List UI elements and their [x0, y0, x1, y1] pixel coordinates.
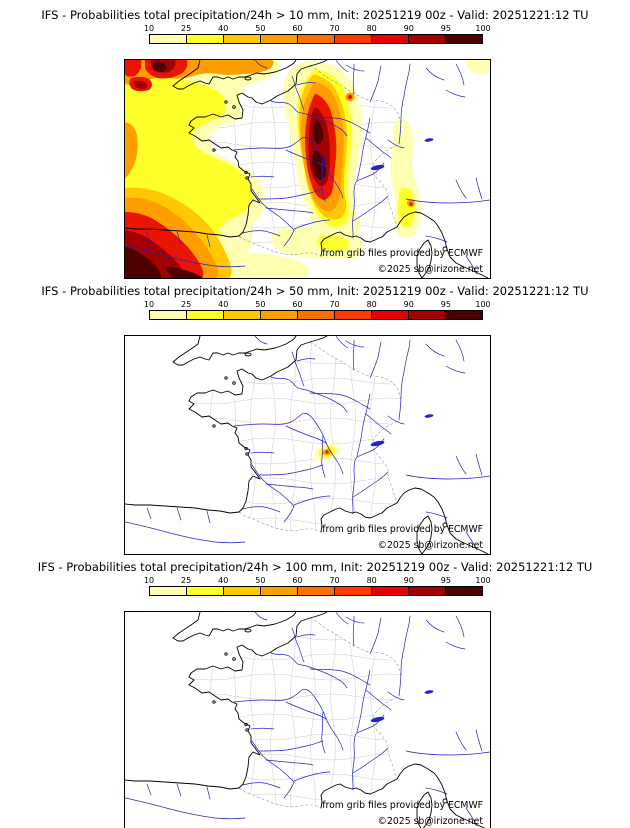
colorbar-tick-label: 70 [329, 300, 340, 309]
attribution-copyright: ©2025 sb@irizone.net [378, 264, 484, 275]
colorbar-tick-label: 40 [218, 576, 229, 585]
colorbar-scale [149, 34, 483, 44]
colorbar-segment [372, 311, 409, 319]
colorbar-segment [446, 311, 482, 319]
colorbar-tick-label: 25 [181, 576, 192, 585]
colorbar-segment [187, 311, 224, 319]
colorbar-segment [150, 35, 187, 43]
colorbar-tick-label: 70 [329, 576, 340, 585]
colorbar-tick-label: 90 [403, 24, 414, 33]
colorbar-segment [335, 311, 372, 319]
colorbar-segment [409, 35, 446, 43]
colorbar-segment [298, 311, 335, 319]
colorbar-tick-label: 95 [440, 576, 451, 585]
map-canvas-100mm: from grib files provided by ECMWF ©2025 … [125, 612, 490, 828]
map-title: IFS - Probabilities total precipitation/… [41, 8, 589, 22]
colorbar-segment [409, 311, 446, 319]
map-frame: from grib files provided by ECMWF ©2025 … [124, 611, 491, 828]
colorbar-tick-label: 90 [403, 300, 414, 309]
colorbar-tick-label: 95 [440, 300, 451, 309]
colorbar: 10 25 40 50 60 70 80 90 95 100 [144, 24, 491, 44]
colorbar-segment [335, 35, 372, 43]
colorbar: 10 25 40 50 60 70 80 90 95 100 [144, 576, 491, 596]
colorbar-tick-label: 50 [255, 576, 266, 585]
colorbar-tick-label: 100 [475, 576, 491, 585]
colorbar-tick-label: 40 [218, 24, 229, 33]
colorbar-tick-label: 95 [440, 24, 451, 33]
colorbar-tick-label: 60 [292, 576, 303, 585]
colorbar-tick-label: 10 [143, 576, 155, 585]
colorbar-segment [150, 587, 187, 595]
colorbar-segment [372, 587, 409, 595]
colorbar-tick-label: 80 [366, 24, 377, 33]
colorbar-segment [150, 311, 187, 319]
colorbar-segment [224, 587, 261, 595]
colorbar: 10 25 40 50 60 70 80 90 95 100 [144, 300, 491, 320]
map-frame: from grib files provided by ECMWF ©2025 … [124, 59, 491, 279]
colorbar-tick-label: 10 [143, 24, 155, 33]
colorbar-tick-label: 60 [292, 300, 303, 309]
colorbar-tick-label: 90 [403, 576, 414, 585]
colorbar-segment [335, 587, 372, 595]
attribution-ecmwf: from grib files provided by ECMWF [322, 524, 483, 535]
colorbar-segment [372, 35, 409, 43]
attribution-copyright: ©2025 sb@irizone.net [378, 540, 484, 551]
colorbar-labels: 10 25 40 50 60 70 80 90 95 100 [144, 24, 491, 34]
colorbar-segment [298, 35, 335, 43]
colorbar-segment [409, 587, 446, 595]
colorbar-segment [187, 35, 224, 43]
attribution-ecmwf: from grib files provided by ECMWF [322, 800, 483, 811]
colorbar-segment [261, 35, 298, 43]
panel-gt-50mm: IFS - Probabilities total precipitation/… [0, 276, 630, 555]
map-title: IFS - Probabilities total precipitation/… [37, 560, 593, 574]
colorbar-tick-label: 25 [181, 24, 192, 33]
colorbar-tick-label: 40 [218, 300, 229, 309]
colorbar-tick-label: 100 [475, 300, 491, 309]
colorbar-segment [187, 587, 224, 595]
precip-overlay-10mm [125, 60, 490, 278]
colorbar-tick-label: 50 [255, 24, 266, 33]
colorbar-segment [261, 311, 298, 319]
colorbar-tick-label: 60 [292, 24, 303, 33]
colorbar-tick-label: 100 [475, 24, 491, 33]
colorbar-tick-label: 25 [181, 300, 192, 309]
colorbar-tick-label: 70 [329, 24, 340, 33]
attribution-copyright: ©2025 sb@irizone.net [378, 816, 484, 827]
colorbar-scale [149, 586, 483, 596]
map-canvas-50mm: from grib files provided by ECMWF ©2025 … [125, 336, 490, 554]
map-frame: from grib files provided by ECMWF ©2025 … [124, 335, 491, 555]
colorbar-segment [446, 587, 482, 595]
colorbar-tick-label: 50 [255, 300, 266, 309]
colorbar-labels: 10 25 40 50 60 70 80 90 95 100 [144, 576, 491, 586]
colorbar-segment [298, 587, 335, 595]
colorbar-segment [261, 587, 298, 595]
attribution-ecmwf: from grib files provided by ECMWF [322, 248, 483, 259]
colorbar-scale [149, 310, 483, 320]
map-title: IFS - Probabilities total precipitation/… [41, 284, 589, 298]
colorbar-labels: 10 25 40 50 60 70 80 90 95 100 [144, 300, 491, 310]
colorbar-tick-label: 80 [366, 576, 377, 585]
panel-gt-100mm: IFS - Probabilities total precipitation/… [0, 552, 630, 828]
colorbar-tick-label: 80 [366, 300, 377, 309]
colorbar-segment [224, 35, 261, 43]
panel-gt-10mm: IFS - Probabilities total precipitation/… [0, 0, 630, 279]
colorbar-segment [224, 311, 261, 319]
map-canvas-10mm: from grib files provided by ECMWF ©2025 … [125, 60, 490, 278]
colorbar-tick-label: 10 [143, 300, 155, 309]
colorbar-segment [446, 35, 482, 43]
